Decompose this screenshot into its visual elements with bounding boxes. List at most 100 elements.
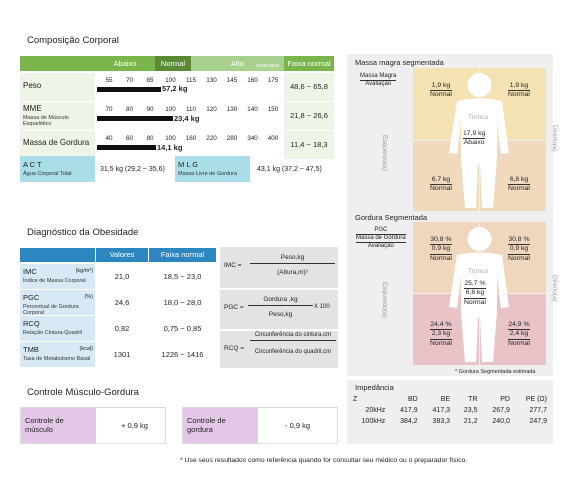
row-peso-label-cell: Peso [20, 73, 95, 101]
obesity-title: Diagnóstico da Obesidade [27, 227, 139, 238]
lean-leg-right: 6,8 kg Normal [508, 176, 530, 194]
impedance-cell: 417,9 [400, 407, 418, 414]
footnote: * Use seus resultados como referência qu… [180, 457, 468, 464]
impedance-title: Impedância [355, 383, 394, 392]
obesity-row-range: 18,0 ~ 28,0 [163, 298, 202, 307]
obesity-row-value: 21,0 [114, 272, 130, 281]
fatseg-legend: PGC Massa de Gordura Avaliação [356, 227, 406, 251]
header-range: Faixa normal [284, 56, 334, 71]
seg-eval: Normal [464, 298, 486, 306]
fat-body-icon [449, 227, 509, 362]
control-muscle-label-cell: Controle de músculo [21, 408, 96, 443]
row-mme-graph: 70 80 90 100 110 120 130 140 150 23,4 kg [95, 102, 284, 130]
obesity-row-sub: Relação Cintura-Quadril [23, 330, 82, 336]
formula-pgc: PGC = Gordura ,kg Peso,kg X 100 [220, 290, 338, 329]
fatseg-legend-pgc: PGC [356, 227, 406, 236]
impedance-panel [347, 380, 553, 444]
lean-legend-mass: Massa Magra [360, 73, 397, 82]
seg-value: 6,6 kg [464, 289, 486, 299]
tick-label: 115 [185, 77, 197, 84]
tick-label: 80 [146, 135, 154, 142]
obesity-row-range: 18,5 ~ 23,0 [163, 272, 202, 281]
obesity-row-label-cell: RCQ Relação Cintura-Quadril [20, 316, 95, 341]
seg-eval: Normal [508, 339, 530, 347]
tick-label: 130 [206, 77, 217, 84]
fatseg-grid: 30,8 % 0,9 kg Normal 30,8 % 0,9 kg Norma… [413, 222, 546, 365]
obesity-header-blank [20, 248, 95, 262]
obesity-row-value: 1301 [113, 350, 131, 359]
obesity-row-sub: Índice de Massa Corporal [23, 278, 86, 284]
seg-percent: 30,8 % [508, 236, 530, 246]
impedance-col-header: BE [440, 396, 451, 403]
fat-trunk: 25,7 % 6,6 kg Normal [464, 280, 486, 307]
obesity-header-range: Faixa normal [149, 248, 216, 262]
control-muscle: Controle de músculo + 0,9 kg [20, 407, 166, 444]
mlg-label: M L G [178, 160, 199, 169]
tick-label: 70 [125, 77, 133, 84]
lean-grid: 1,9 kg Normal 1,9 kg Normal Tronco 17,9 … [413, 68, 546, 211]
impedance-cell: 384,2 [400, 418, 418, 425]
tick-label: 120 [206, 106, 217, 113]
impedance-row: 100kHz 384,2 383,3 21,2 240,0 247,9 [349, 416, 551, 427]
seg-value: 1,9 kg [508, 82, 530, 92]
lean-leg-left: 6,7 kg Normal [430, 176, 452, 194]
tick-label: 55 [105, 77, 113, 84]
act-label-cell: A C T Água Corporal Total [20, 156, 95, 182]
impedance-cell: 247,9 [529, 418, 547, 425]
lean-title: Massa magra segmentada [355, 58, 444, 67]
mlg-label-cell: M L G Massa Livre de Gordura [175, 156, 250, 182]
obesity-row-value: 0,82 [114, 324, 130, 333]
seg-value: 6,7 kg [430, 176, 452, 186]
header-low: Abaixo [95, 56, 155, 71]
impedance-cell: 100kHz [361, 418, 386, 425]
formula-rcq: RCQ = Circunferência do cintura,cm Circu… [220, 331, 338, 368]
mme-value: 23,4 kg [174, 114, 200, 123]
impedance-col-header: PD [500, 396, 510, 403]
formula-den: Circunferência do quadril,cm [254, 349, 332, 355]
seg-value: 17,9 kg [463, 130, 486, 140]
row-gordura-graph: 40 60 80 100 160 220 280 340 400 14,1 kg [95, 131, 284, 159]
seg-eval: Normal [430, 339, 452, 347]
obesity-table: Valores Faixa normal [20, 248, 216, 368]
lean-arm-right: 1,9 kg Normal [508, 82, 530, 100]
fat-right-side-label: Direito(a) [551, 275, 558, 302]
obesity-row-value: 24,6 [114, 298, 130, 307]
mlg-sub: Massa Livre de Gordura [178, 171, 237, 177]
tick-label: 70 [105, 106, 113, 113]
obesity-row-unit: (%) [84, 294, 93, 300]
obesity-row-label: IMC [23, 267, 37, 276]
obesity-header-values: Valores [96, 248, 148, 262]
obesity-row-label: TMB [23, 345, 39, 354]
obesity-row-range: 1226 ~ 1416 [161, 350, 204, 359]
tick-label: 280 [226, 135, 238, 142]
fat-left-side-label: Esquerdo(a) [381, 282, 388, 318]
obesity-rows: IMC (kg/m²) Índice de Massa Corporal 21,… [20, 264, 216, 368]
impedance-cell: 240,0 [492, 418, 510, 425]
control-fat-value: - 0,9 kg [285, 421, 311, 430]
peso-bar [97, 87, 161, 92]
seg-percent: 24,9 % [508, 321, 530, 331]
gordura-bar [97, 145, 156, 150]
lean-arm-left: 1,9 kg Normal [430, 82, 452, 100]
tick-label: 100 [165, 106, 176, 113]
lean-body-icon [449, 73, 509, 208]
lean-trunk-label: Tronco [468, 114, 488, 121]
obesity-row-label: PGC [23, 293, 40, 302]
gordura-range: 11,4 ~ 18,3 [284, 131, 334, 159]
formula-num: Peso,kg [250, 254, 335, 264]
act-label: A C T [23, 160, 42, 169]
impedance-cell: 267,9 [492, 407, 510, 414]
fatseg-title: Gordura Segmentada [355, 213, 428, 222]
tick-label: 110 [185, 106, 197, 113]
tick-scale: 70 80 90 100 110 120 130 140 150 [95, 106, 284, 114]
impedance-col-header: PE (Ω) [525, 396, 547, 403]
impedance-cell: 383,3 [432, 418, 451, 425]
control-title: Controle Músculo-Gordura [27, 387, 139, 398]
obesity-row-label-cell: IMC (kg/m²) Índice de Massa Corporal [20, 264, 95, 289]
row-label: Massa de Gordura [23, 138, 90, 147]
seg-eval: Normal [430, 185, 452, 193]
lean-trunk: 17,9 kg Abaixo [463, 130, 486, 148]
formula-den: Peso,kg [268, 311, 293, 318]
seg-percent: 24,4 % [430, 321, 452, 331]
fat-trunk-label: Tronco [468, 268, 488, 275]
